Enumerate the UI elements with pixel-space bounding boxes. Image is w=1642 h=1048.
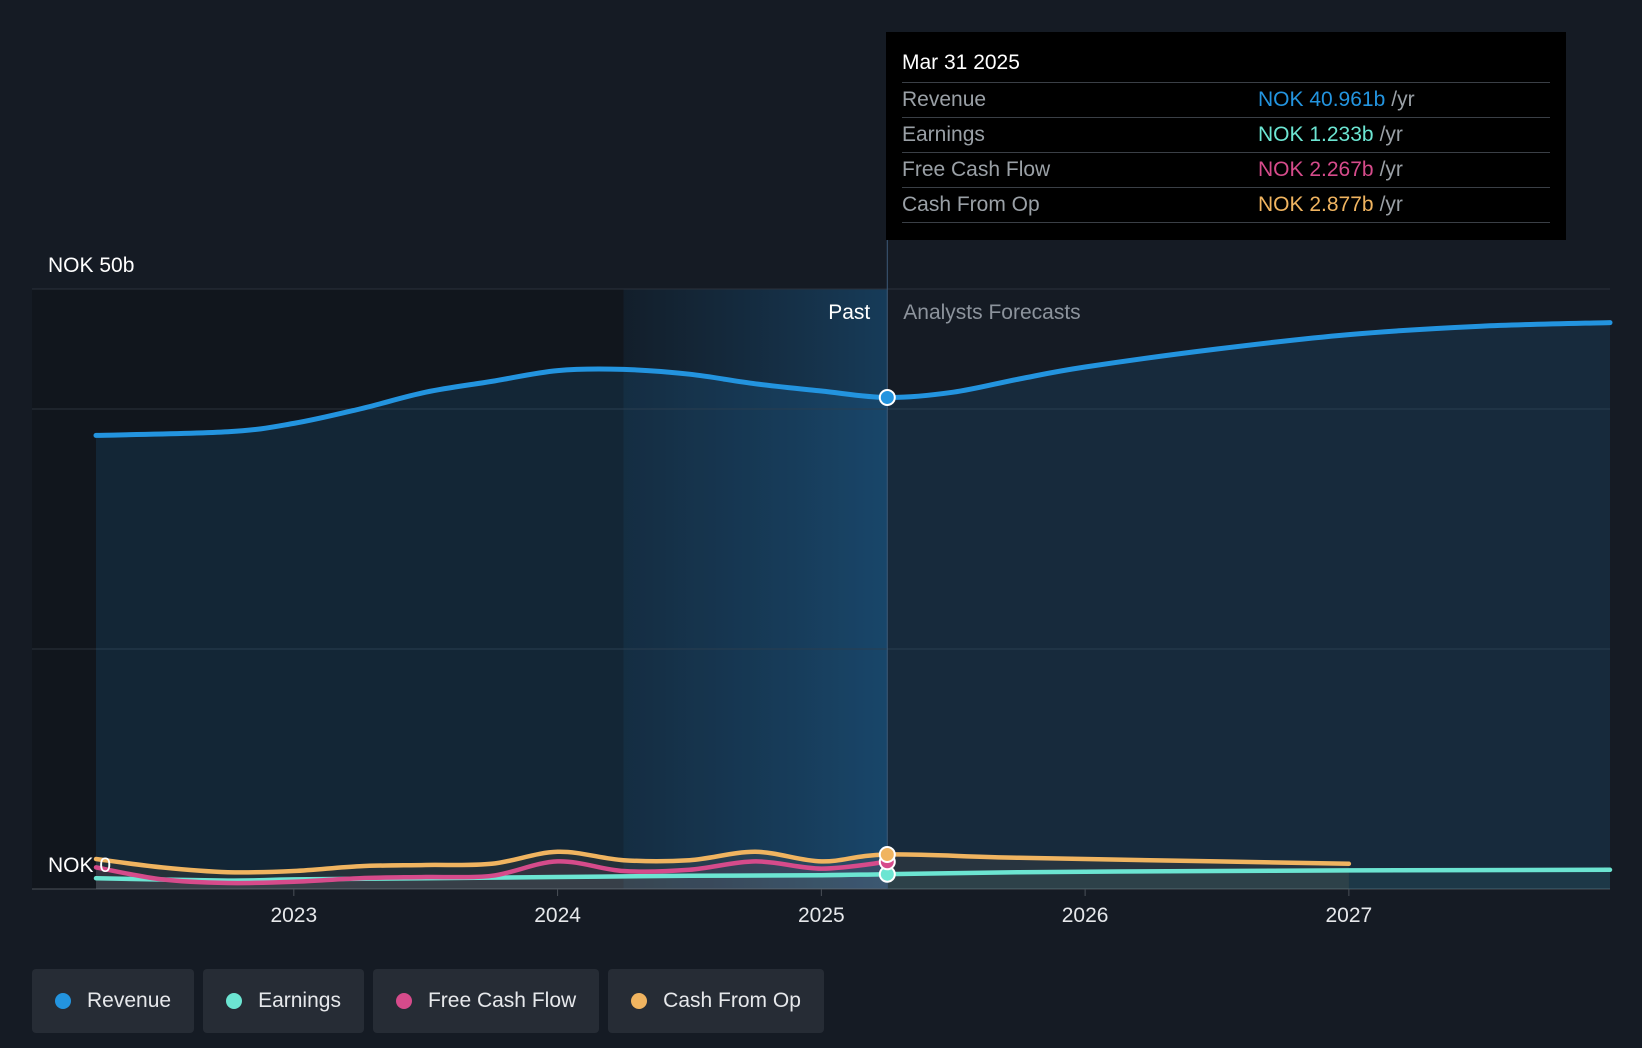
revenue-dot-icon xyxy=(55,993,71,1009)
highlight-region xyxy=(623,289,888,889)
free-cash-flow-dot-icon xyxy=(395,993,412,1009)
x-tick-label: 2026 xyxy=(1062,904,1109,927)
series-markers xyxy=(878,388,896,883)
series-areas xyxy=(96,322,1610,890)
legend-label: Revenue xyxy=(87,989,172,1012)
earnings-dot-icon xyxy=(226,993,243,1009)
tooltip-row-free-cash-flow: Free Cash Flow NOK 2.267b /yr xyxy=(902,152,1550,187)
x-axis-ticks: 2023 2024 2025 2026 2027 xyxy=(270,889,1372,927)
revenue-marker xyxy=(878,388,896,406)
legend-item-cash-from-op[interactable]: Cash From Op xyxy=(608,969,824,1033)
tooltip-row-revenue: Revenue NOK 40.961b /yr xyxy=(902,82,1550,117)
tooltip-label: Earnings xyxy=(902,123,985,146)
legend: Revenue Earnings Free Cash Flow Cash Fro… xyxy=(32,969,824,1033)
tooltip-date: Mar 31 2025 xyxy=(902,51,1020,74)
legend-label: Earnings xyxy=(258,989,341,1012)
tooltip-value: NOK 1.233b xyxy=(1258,123,1374,146)
earnings-area xyxy=(96,869,1610,889)
x-tick-label: 2023 xyxy=(270,904,317,927)
legend-item-revenue[interactable]: Revenue xyxy=(32,969,195,1033)
cash-from-op-marker xyxy=(878,845,896,863)
legend-label: Cash From Op xyxy=(663,989,801,1012)
y-axis-bottom-label: NOK 0 xyxy=(48,854,111,877)
legend-label: Free Cash Flow xyxy=(427,989,577,1012)
tooltip-unit: /yr xyxy=(1379,193,1403,216)
tooltip-unit: /yr xyxy=(1379,158,1403,181)
tooltip-row-earnings: Earnings NOK 1.233b /yr xyxy=(902,117,1550,152)
legend-item-free-cash-flow[interactable]: Free Cash Flow xyxy=(372,969,600,1033)
series-lines xyxy=(93,320,1613,886)
tooltip-value: NOK 40.961b xyxy=(1258,88,1386,111)
revenue-area xyxy=(96,322,1610,890)
cash-from-op-dot-icon xyxy=(631,993,648,1009)
tooltip-label: Free Cash Flow xyxy=(902,158,1051,181)
y-axis-top-label: NOK 50b xyxy=(48,254,134,277)
forecast-label: Analysts Forecasts xyxy=(903,301,1080,324)
x-tick-label: 2025 xyxy=(798,904,845,927)
tooltip-value: NOK 2.267b xyxy=(1258,158,1374,181)
tooltip-label: Revenue xyxy=(902,88,987,111)
tooltip-unit: /yr xyxy=(1391,88,1415,111)
tooltip-label: Cash From Op xyxy=(902,193,1040,216)
tooltip-row-cash-from-op: Cash From Op NOK 2.877b /yr xyxy=(902,187,1550,223)
legend-item-earnings[interactable]: Earnings xyxy=(203,969,364,1033)
tooltip: Mar 31 2025 Revenue NOK 40.961b /yr Earn… xyxy=(886,32,1566,240)
x-tick-label: 2027 xyxy=(1326,904,1373,927)
free-cash-flow-line xyxy=(93,859,890,886)
tooltip-value: NOK 2.877b xyxy=(1258,193,1374,216)
earnings-line xyxy=(93,867,1613,883)
cash-from-op-line xyxy=(93,849,1352,875)
past-label: Past xyxy=(828,301,870,324)
x-tick-label: 2024 xyxy=(534,904,581,927)
tooltip-unit: /yr xyxy=(1379,123,1403,146)
revenue-line xyxy=(93,320,1613,438)
